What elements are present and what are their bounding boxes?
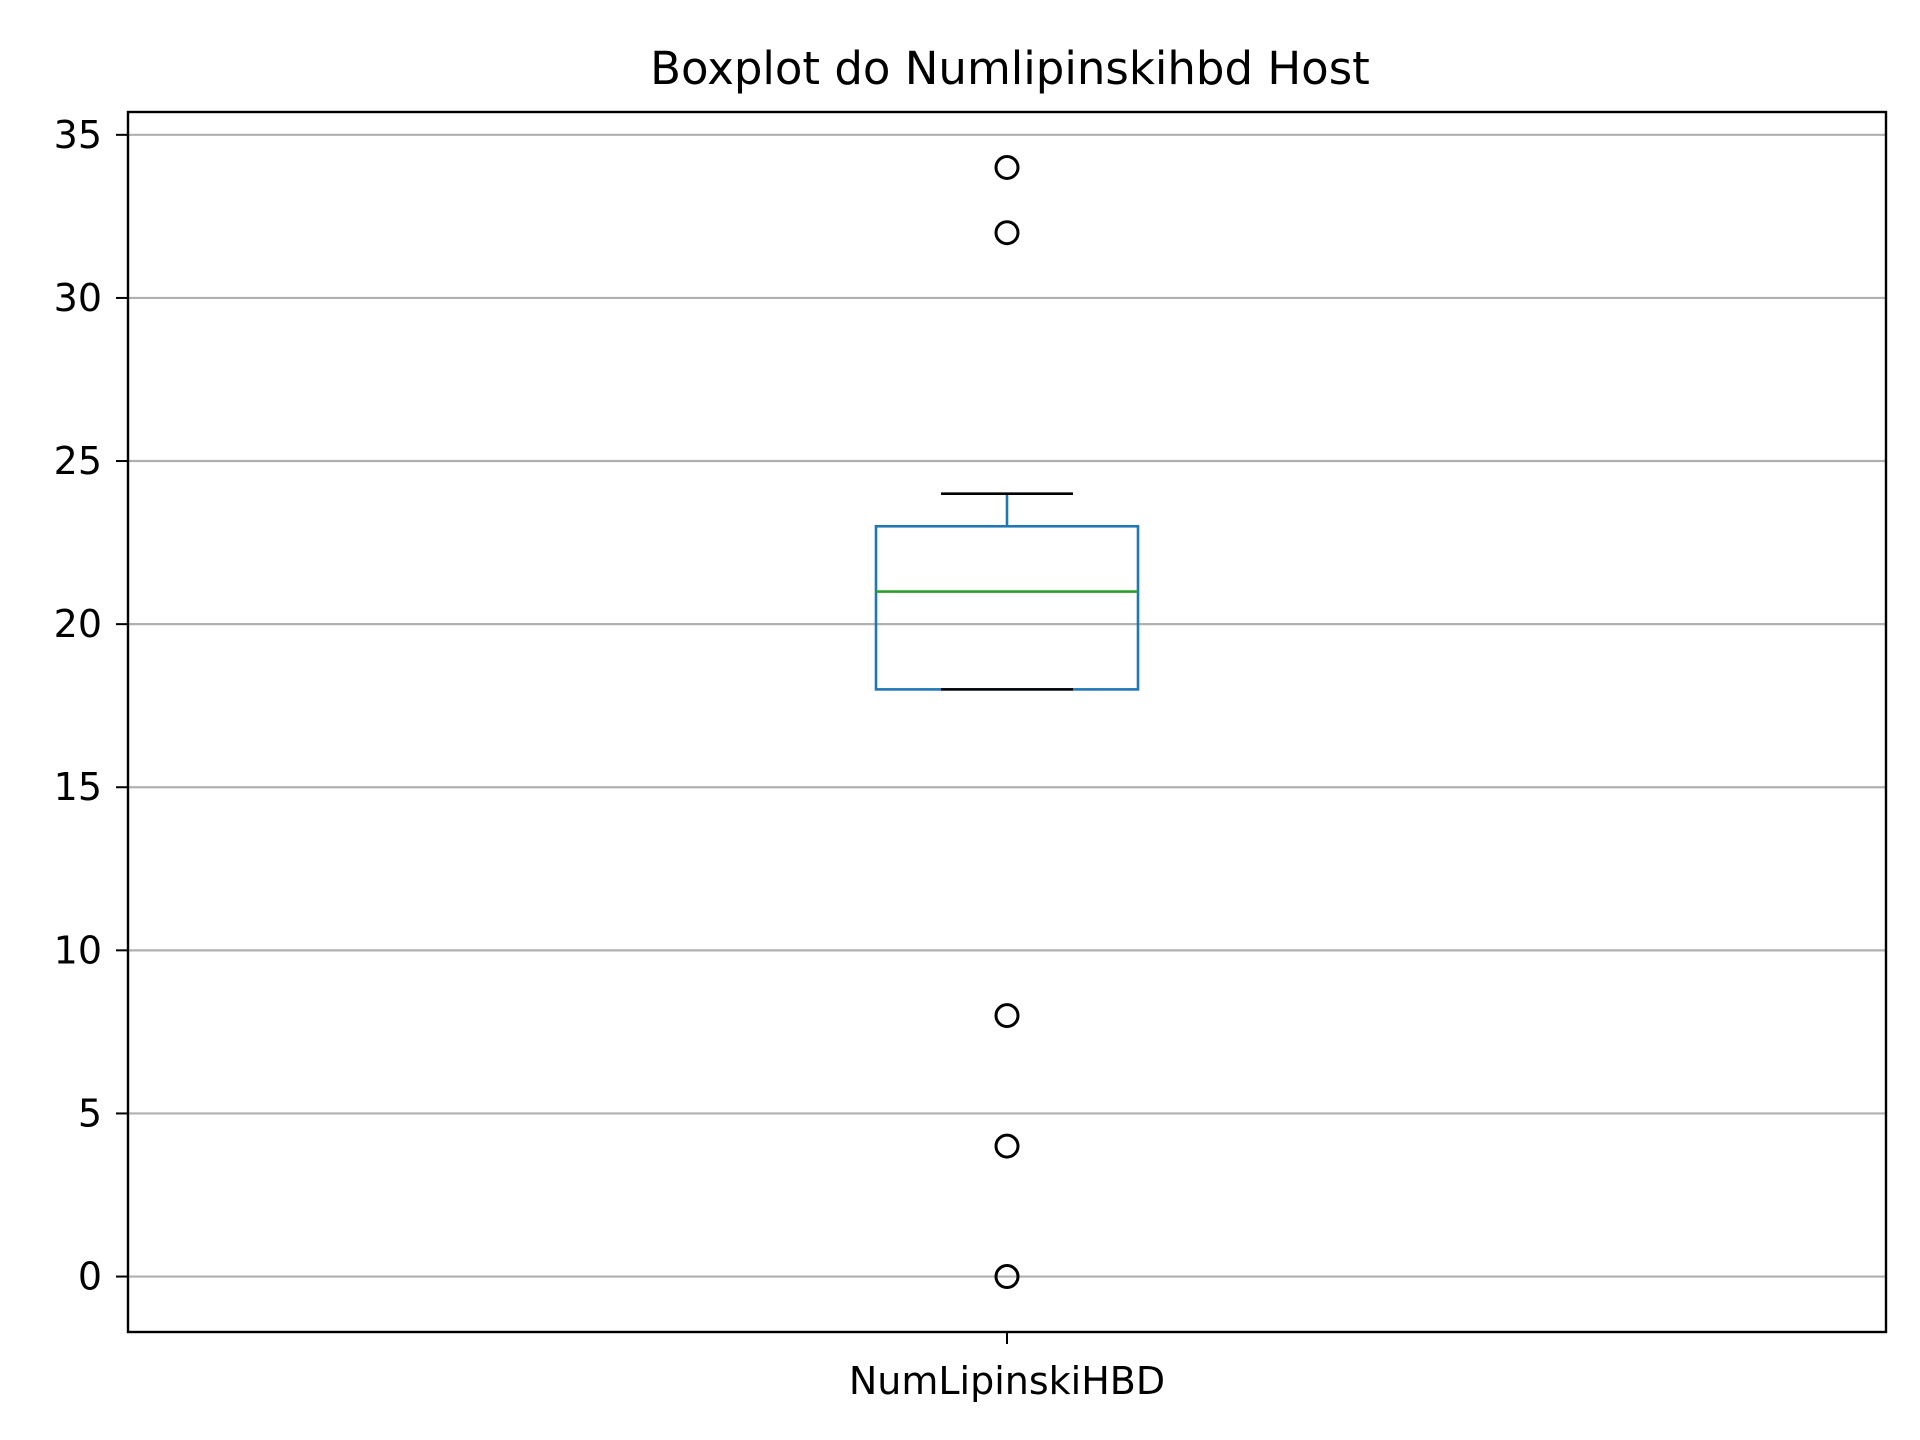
grid-lines <box>128 133 1886 1278</box>
outlier-point <box>994 1003 1020 1029</box>
outlier-point <box>994 220 1020 246</box>
y-tick-label: 5 <box>78 1091 102 1135</box>
outliers <box>994 154 1020 1290</box>
outlier-point <box>994 154 1020 180</box>
y-tick-label: 0 <box>78 1255 102 1299</box>
axes <box>116 110 1888 1344</box>
y-tick-label: 15 <box>54 765 102 809</box>
y-tick-label: 30 <box>54 276 102 320</box>
outlier-point <box>994 1264 1020 1290</box>
x-tick-label: NumLipinskiHBD <box>849 1359 1165 1403</box>
box-series <box>874 492 1140 691</box>
tick-labels: 0 5 10 15 20 25 30 35 NumLipinskiHBD <box>54 113 1166 1403</box>
y-tick-label: 10 <box>54 928 102 972</box>
outlier-point <box>994 1133 1020 1159</box>
y-tick-label: 25 <box>54 439 102 483</box>
chart-title: Boxplot do Numlipinskihbd Host <box>650 42 1370 95</box>
y-tick-label: 20 <box>54 602 102 646</box>
y-tick-label: 35 <box>54 113 102 157</box>
